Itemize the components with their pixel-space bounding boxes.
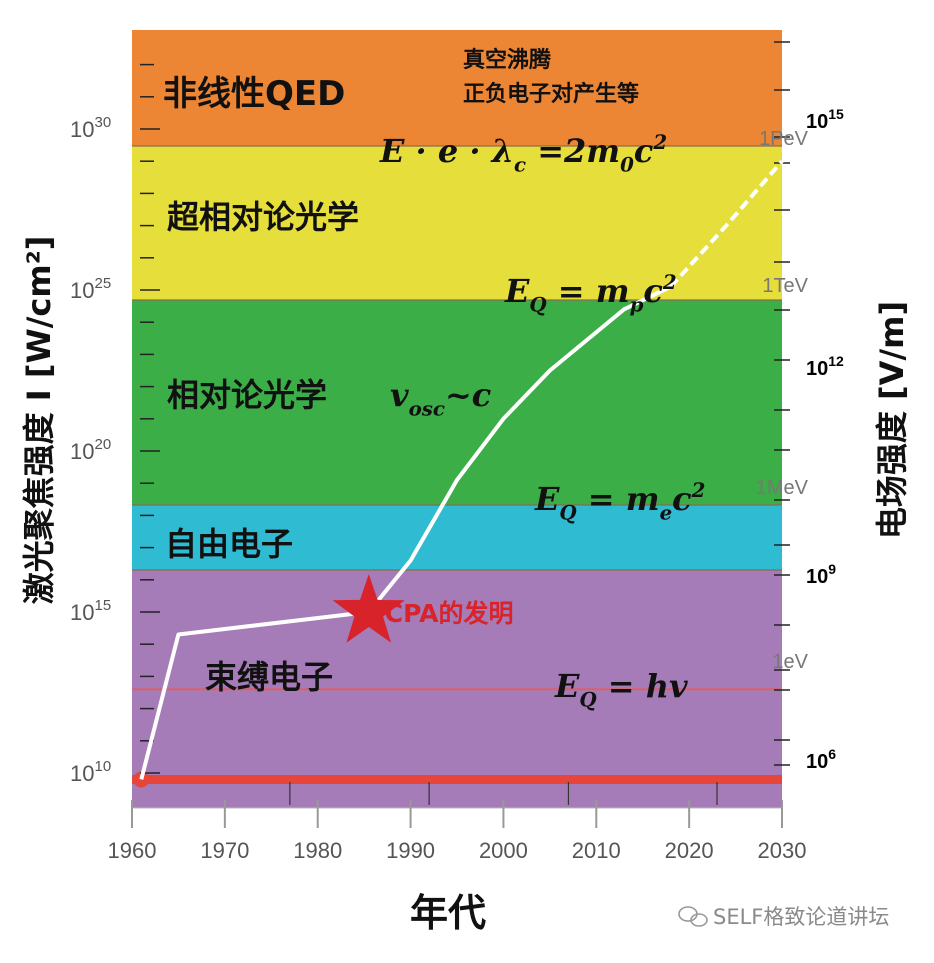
threshold-formula: EQ = hv: [554, 667, 688, 712]
y-right-tick-label: 109: [806, 561, 836, 588]
x-tick-label: 1960: [108, 838, 157, 863]
region-band: [132, 505, 782, 570]
region-band: [132, 300, 782, 505]
intensity-curve: [139, 159, 784, 780]
threshold-formula: E · e · λc =2m0c2: [379, 130, 667, 176]
y-axis-label: 激光聚焦强度 I [W/cm²]: [20, 236, 58, 605]
x-tick-label: 1970: [200, 838, 249, 863]
x-tick-label: 2000: [479, 838, 528, 863]
x-tick-label: 1990: [386, 838, 435, 863]
x-tick-label: 1980: [293, 838, 342, 863]
watermark-text: SELF格致论道讲坛: [713, 905, 889, 929]
y-right-tick-label: 106: [806, 746, 836, 773]
cpa-annotation: CPA的发明: [385, 599, 514, 628]
region-label: 束缚电子: [205, 658, 333, 696]
region-note: 真空沸腾: [463, 47, 552, 73]
y-right-tick-label: 1012: [806, 353, 844, 380]
relativistic-formula: vosc~c: [390, 376, 491, 421]
y-tick-label: 1015: [70, 597, 111, 625]
x-axis-label: 年代: [410, 891, 486, 935]
region-band: [132, 146, 782, 300]
energy-tick-label: 1eV: [772, 651, 808, 673]
energy-tick-label: 1MeV: [756, 477, 809, 499]
y-tick-label: 1030: [70, 114, 111, 142]
region-label: 非线性QED: [163, 74, 345, 114]
intensity-curve-solid: [139, 284, 672, 780]
x-tick-label: 2030: [758, 838, 807, 863]
region-label: 自由电子: [165, 525, 293, 563]
threshold-formula: EQ = mec2: [534, 478, 705, 524]
reference-lines: [132, 688, 782, 788]
cpa-star-marker: [332, 574, 405, 643]
region-label: 相对论光学: [167, 376, 327, 414]
start-dot: [133, 771, 150, 788]
x-tick-label: 2020: [665, 838, 714, 863]
y-right-axis-label: 电场强度 [V/m]: [873, 301, 911, 539]
y-right-tick-label: 1015: [806, 106, 844, 133]
region-label: 超相对论光学: [167, 198, 359, 236]
y-tick-label: 1020: [70, 436, 111, 464]
axis-ticks: 1960 1970 1980 1990 2000 2010 2020 2030 1030 1025…: [70, 41, 844, 863]
wechat-icon: [678, 906, 708, 927]
energy-tick-label: 1TeV: [762, 275, 808, 297]
region-band: [132, 30, 782, 146]
energy-tick-label: 1PeV: [759, 128, 809, 150]
threshold-formula: EQ = mpc2: [504, 270, 677, 316]
x-tick-label: 2010: [572, 838, 621, 863]
region-note: 正负电子对产生等: [463, 81, 639, 107]
y-tick-label: 1010: [70, 758, 111, 786]
watermark: SELF格致论道讲坛: [678, 905, 889, 929]
intensity-curve-projected: [669, 159, 784, 289]
y-tick-label: 1025: [70, 275, 111, 303]
